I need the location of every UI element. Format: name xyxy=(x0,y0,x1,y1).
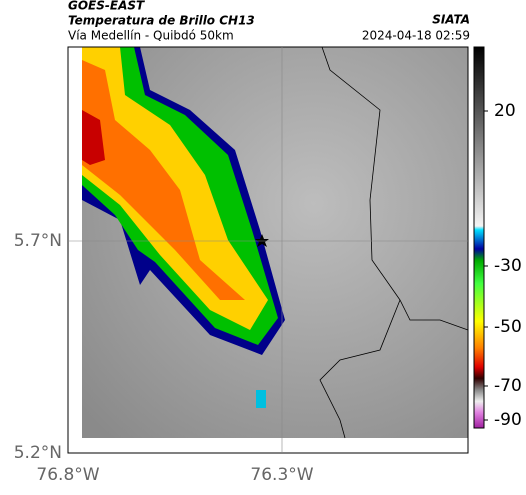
colorbar-tick-label: 20 xyxy=(494,101,516,121)
satellite: GOES-EAST xyxy=(68,0,145,13)
product: Temperatura de Brillo CH13 xyxy=(68,14,255,28)
colorbar-tick-label: -70 xyxy=(494,376,522,396)
colorbar-tick-label: -30 xyxy=(494,256,522,276)
map-frame xyxy=(67,46,469,454)
satellite-image xyxy=(82,46,469,439)
timestamp: 2024-04-18 02:59 xyxy=(362,29,470,43)
lon-tick-label: 76.3°W xyxy=(250,465,313,485)
colorbar-ticks: 20 -30 -50 -70 -90 xyxy=(484,101,522,430)
colorbar-tick-label: -50 xyxy=(494,317,522,337)
route: Vía Medellín - Quibdó 50km xyxy=(68,29,234,43)
lon-tick-label: 76.8°W xyxy=(36,465,99,485)
colorbar-tick-label: -90 xyxy=(494,410,522,430)
colorbar xyxy=(473,46,485,429)
source: SIATA xyxy=(432,13,470,27)
lat-tick-label: 5.2°N xyxy=(14,443,62,463)
lat-tick-label: 5.7°N xyxy=(14,231,62,251)
